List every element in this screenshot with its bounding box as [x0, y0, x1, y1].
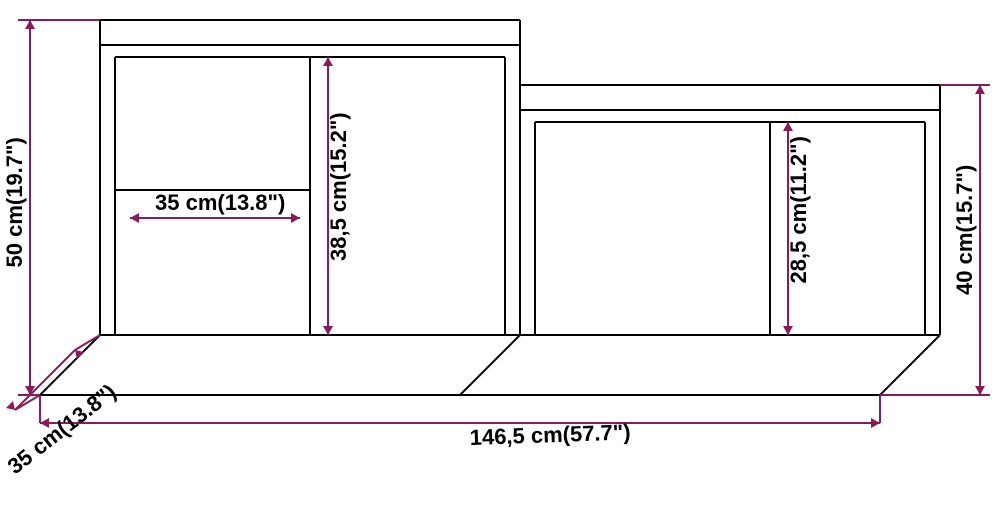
dimension-lines — [6, 20, 990, 428]
svg-text:146,5 cm(57.7"): 146,5 cm(57.7") — [469, 419, 631, 450]
svg-text:35 cm(13.8"): 35 cm(13.8") — [155, 190, 285, 215]
svg-text:38,5 cm(15.2"): 38,5 cm(15.2") — [326, 112, 351, 261]
svg-text:40 cm(15.7"): 40 cm(15.7") — [952, 165, 977, 295]
svg-text:28,5 cm(11.2"): 28,5 cm(11.2") — [786, 136, 811, 283]
svg-text:50 cm(19.7"): 50 cm(19.7") — [2, 137, 27, 267]
furniture-dimension-diagram: 50 cm(19.7") 35 cm(13.8") 146,5 cm(57.7") 3… — [0, 0, 1003, 532]
